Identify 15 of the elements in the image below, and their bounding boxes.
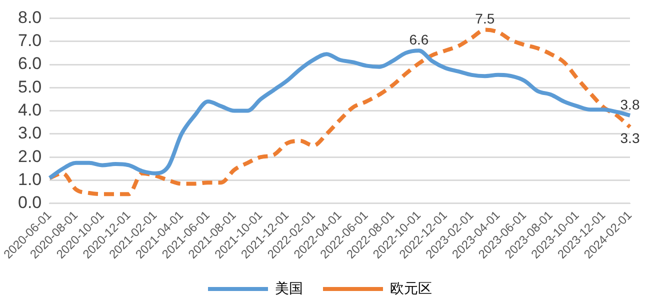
y-tick-label: 6.0 — [18, 54, 42, 74]
y-tick-label: 8.0 — [18, 8, 42, 27]
data-label: 3.3 — [620, 130, 640, 146]
data-label: 3.8 — [620, 96, 640, 112]
legend-label: 美国 — [275, 280, 303, 296]
y-tick-label: 1.0 — [18, 170, 42, 189]
y-tick-label: 0.0 — [18, 193, 42, 212]
legend-label: 欧元区 — [390, 280, 432, 296]
y-tick-label: 2.0 — [18, 146, 42, 166]
y-tick-label: 3.0 — [18, 124, 42, 143]
y-tick-label: 5.0 — [18, 77, 42, 96]
data-label: 6.6 — [409, 31, 429, 48]
y-tick-label: 7.0 — [18, 31, 42, 50]
y-tick-label: 4.0 — [18, 100, 42, 120]
data-label: 7.5 — [475, 10, 495, 27]
